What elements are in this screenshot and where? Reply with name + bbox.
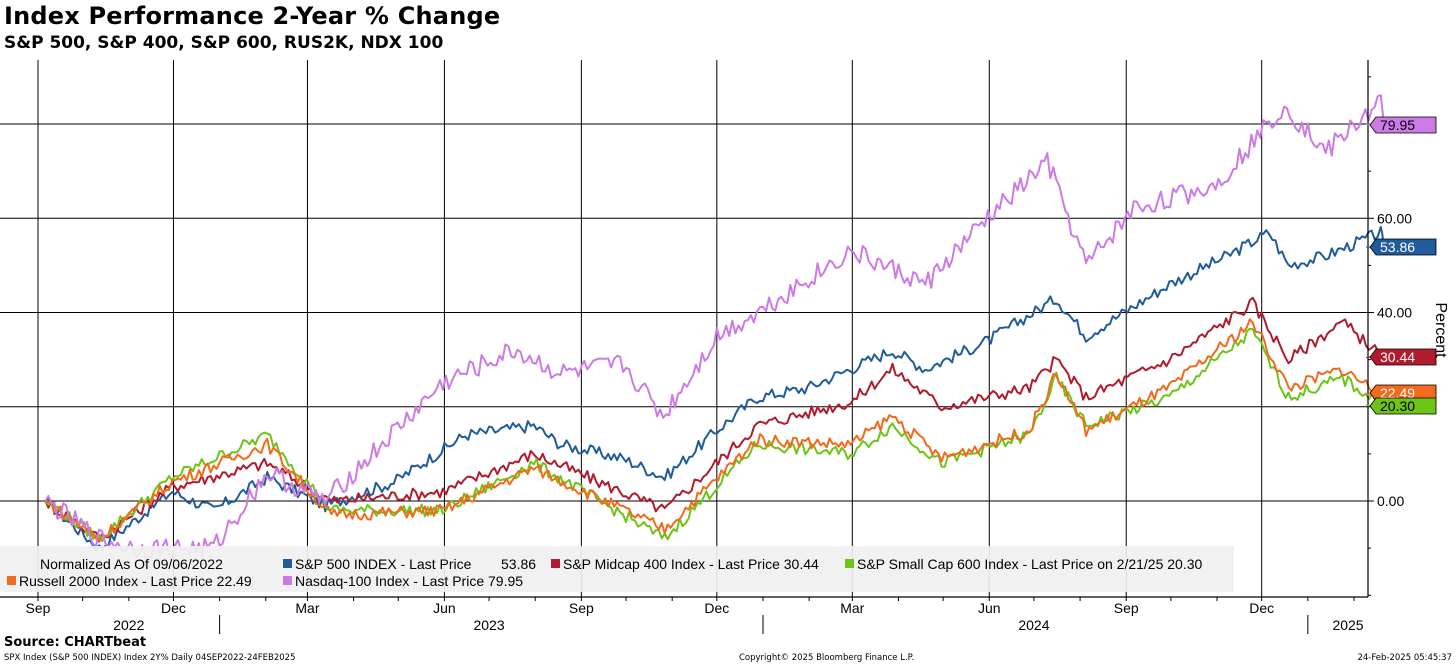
- legend-swatch: [283, 559, 292, 568]
- legend-value: 53.86: [501, 556, 536, 572]
- x-tick-label: Jun: [433, 600, 456, 616]
- last-value-label: 22.49: [1380, 385, 1415, 401]
- chart-subtitle: S&P 500, S&P 400, S&P 600, RUS2K, NDX 10…: [4, 33, 444, 53]
- x-year-label: 2023: [473, 617, 504, 633]
- x-tick-label: Mar: [840, 600, 864, 616]
- x-year-label: 2024: [1018, 617, 1049, 633]
- x-year-label: 2025: [1332, 617, 1363, 633]
- x-tick-label: Dec: [1249, 600, 1274, 616]
- x-tick-label: Jun: [978, 600, 1001, 616]
- legend-label: S&P Midcap 400 Index - Last Price 30.44: [563, 556, 819, 572]
- x-tick-label: Sep: [569, 600, 594, 616]
- legend-label: Nasdaq-100 Index - Last Price 79.95: [295, 573, 523, 589]
- x-tick-label: Dec: [161, 600, 186, 616]
- legend-swatch: [845, 559, 854, 568]
- legend-label: S&P 500 INDEX - Last Price: [295, 556, 472, 572]
- x-year-label: 2022: [113, 617, 144, 633]
- grid-lines: [0, 60, 1368, 597]
- last-value-tag: [1369, 397, 1437, 415]
- series-line: [45, 318, 1385, 542]
- last-value-tag: [1369, 238, 1437, 256]
- legend-swatch: [551, 559, 560, 568]
- last-value-label: 20.30: [1380, 398, 1415, 414]
- source-label: Source: CHARTbeat: [4, 635, 147, 650]
- x-tick-label: Mar: [295, 600, 319, 616]
- footer-left: SPX Index (S&P 500 INDEX) Index 2Y% Dail…: [4, 653, 296, 663]
- footer-copyright: Copyright© 2025 Bloomberg Finance L.P.: [739, 653, 915, 663]
- series-line: [44, 94, 1385, 559]
- y-tick-label: 0.00: [1377, 493, 1404, 509]
- axes: 0.00 40.00 60.00 Percent Sep Dec Mar Jun Sep Dec M…: [0, 60, 1449, 634]
- legend-box: [0, 546, 1234, 592]
- y-tick-label: 60.00: [1377, 210, 1412, 226]
- series-lines: [44, 94, 1385, 559]
- chart-title: Index Performance 2-Year % Change: [4, 2, 501, 30]
- series-line: [44, 296, 1385, 543]
- legend: Normalized As Of 09/06/2022 S&P 500 INDEX…: [0, 546, 1234, 592]
- series-line: [44, 225, 1385, 552]
- legend-label: S&P Small Cap 600 Index - Last Price on …: [857, 556, 1203, 572]
- series-line: [44, 327, 1384, 543]
- legend-swatch: [7, 576, 16, 585]
- y-tick-label: 40.00: [1377, 305, 1412, 321]
- x-tick-label: Sep: [1114, 600, 1139, 616]
- footer-timestamp: 24-Feb-2025 05:45:37: [1357, 653, 1452, 663]
- x-tick-label: Sep: [26, 600, 51, 616]
- last-value-tag: [1369, 348, 1437, 366]
- legend-label: Russell 2000 Index - Last Price 22.49: [19, 573, 252, 589]
- last-value-label: 30.44: [1380, 349, 1415, 365]
- last-value-label: 79.95: [1380, 117, 1415, 133]
- last-value-tag: [1369, 116, 1437, 134]
- y-axis-label: Percent: [1432, 302, 1449, 358]
- last-value-label: 53.86: [1380, 239, 1415, 255]
- legend-note: Normalized As Of 09/06/2022: [40, 556, 223, 572]
- x-tick-label: Dec: [704, 600, 729, 616]
- legend-swatch: [283, 576, 292, 585]
